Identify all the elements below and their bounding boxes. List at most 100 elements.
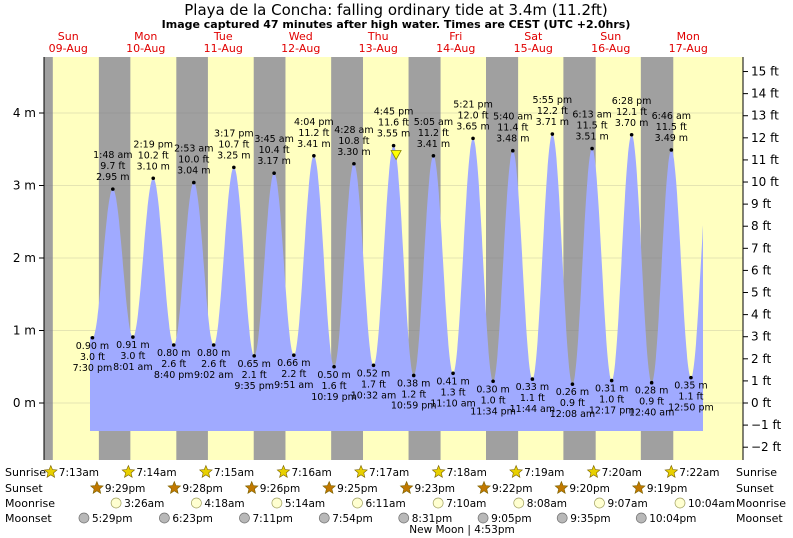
new-moon-label: New Moon | 4:53pm <box>409 524 515 536</box>
moonrise-time: 9:07am <box>607 498 647 510</box>
right-tick-label: 0 ft <box>751 396 771 410</box>
tide-time: 9:51 am <box>274 380 313 391</box>
tide-height-m: 3.71 m <box>536 117 569 128</box>
day-date-label: 09-Aug <box>49 42 88 55</box>
tide-height-ft: 0.9 ft <box>639 397 664 408</box>
high-tide-point <box>510 148 515 153</box>
tide-time: 9:02 am <box>194 370 233 381</box>
moonset-time: 5:29pm <box>92 513 132 525</box>
tide-height-ft: 1.7 ft <box>361 379 386 390</box>
tide-height-m: 0.66 m <box>277 358 310 369</box>
sunrise-icon <box>198 464 213 478</box>
tide-time: 8:40 pm <box>154 370 194 381</box>
tide-time: 3:45 am <box>254 134 293 145</box>
sunrise-time: 7:19am <box>524 467 564 479</box>
low-tide-point <box>292 353 296 357</box>
moonrise-time: 3:26am <box>124 498 164 510</box>
right-tick-label: 10 ft <box>751 175 779 189</box>
moonset-time: 8:31pm <box>412 513 452 525</box>
tide-height-ft: 9.7 ft <box>100 161 125 172</box>
sunrise-icon <box>276 464 291 478</box>
right-tick-label: 15 ft <box>751 65 779 79</box>
sunrise-icon <box>664 464 679 478</box>
moonset-icon <box>398 512 410 524</box>
current-tide-marker <box>390 150 402 161</box>
tide-time: 12:08 am <box>550 409 595 420</box>
moonset-icon <box>239 512 250 524</box>
tide-time: 11:10 am <box>430 398 475 409</box>
tide-height-m: 0.50 m <box>317 370 350 381</box>
sunrise-icon <box>586 464 601 478</box>
right-tick-label: 6 ft <box>751 263 771 277</box>
tide-time: 5:55 pm <box>533 95 573 106</box>
tide-points <box>90 132 693 386</box>
tide-time: 1:48 am <box>93 150 132 161</box>
tide-height-m: 0.52 m <box>357 368 390 379</box>
tide-height-ft: 2.6 ft <box>161 359 186 370</box>
tide-time: 8:01 am <box>113 362 152 373</box>
low-tide-point <box>371 363 376 368</box>
tide-height-m: 0.31 m <box>595 384 628 395</box>
sunset-row-label-left: Sunset <box>5 482 43 495</box>
sunset-icon <box>554 480 569 494</box>
moonset-time: 9:05pm <box>491 513 531 525</box>
tide-height-ft: 1.0 ft <box>599 395 624 406</box>
tide-height-m: 0.30 m <box>476 384 509 395</box>
high-tide-point <box>590 146 594 151</box>
day-name-label: Mon <box>134 30 157 43</box>
low-tide-point <box>171 343 176 347</box>
low-tide-label: 0.66 m2.2 ft9:51 am <box>274 358 313 391</box>
sunrise-icon <box>43 464 58 478</box>
sunset-time: 9:25pm <box>337 483 377 495</box>
high-tide-point <box>550 132 555 136</box>
tide-height-ft: 0.9 ft <box>560 398 585 409</box>
high-tide-point <box>272 171 276 175</box>
chart-subtitle: Image captured 47 minutes after high wat… <box>162 18 631 31</box>
tide-height-ft: 12.1 ft <box>616 107 647 118</box>
sunset-icon <box>477 480 491 494</box>
sunset-icon <box>631 480 646 494</box>
sunrise-time: 7:18am <box>447 467 487 479</box>
day-date-label: 12-Aug <box>281 42 320 55</box>
moonrise-time: 7:10am <box>446 498 486 510</box>
moonrise-time: 5:14am <box>285 498 325 510</box>
day-name-label: Sun <box>58 30 79 43</box>
sunset-icon <box>244 480 259 494</box>
tide-time: 11:44 am <box>510 404 555 415</box>
tide-height-m: 2.95 m <box>96 172 129 183</box>
moonrise-icon <box>594 497 605 509</box>
high-tide-point <box>232 165 236 170</box>
moonset-row-label-right: Moonset <box>736 512 783 525</box>
tide-height-m: 3.48 m <box>496 134 529 145</box>
tide-height-m: 0.33 m <box>516 382 549 393</box>
day-date-label: 11-Aug <box>204 42 243 55</box>
right-tick-label: 11 ft <box>751 153 779 167</box>
day-date-label: 13-Aug <box>359 42 398 55</box>
low-tide-point <box>252 354 256 358</box>
moonrise-time: 8:08am <box>527 498 567 510</box>
tide-height-m: 0.38 m <box>397 378 430 389</box>
low-tide-label: 0.80 m2.6 ft8:40 pm <box>154 348 194 381</box>
tide-time: 5:21 pm <box>453 99 493 110</box>
moonset-icon <box>78 512 90 524</box>
low-tide-label: 0.65 m2.1 ft9:35 pm <box>234 359 274 392</box>
day-name-label: Wed <box>289 30 313 43</box>
right-tick-label: 7 ft <box>751 241 771 255</box>
moonrise-time: 6:11am <box>365 498 405 510</box>
moonrise-time: 10:04am <box>688 498 735 510</box>
tide-height-ft: 10.2 ft <box>138 150 169 161</box>
sunrise-row-label-left: Sunrise <box>5 466 46 479</box>
sunrise-row-label-right: Sunrise <box>736 466 777 479</box>
day-date-label: 17-Aug <box>669 42 708 55</box>
astronomy-events: 7:13am 7:14am 7:15am 7:16am 7:17am 7:18am 7:19… <box>43 464 735 525</box>
right-tick-label: 2 ft <box>751 352 771 366</box>
tide-height-m: 3.17 m <box>257 156 290 167</box>
tide-height-ft: 1.6 ft <box>322 381 347 392</box>
low-tide-point <box>530 377 535 381</box>
